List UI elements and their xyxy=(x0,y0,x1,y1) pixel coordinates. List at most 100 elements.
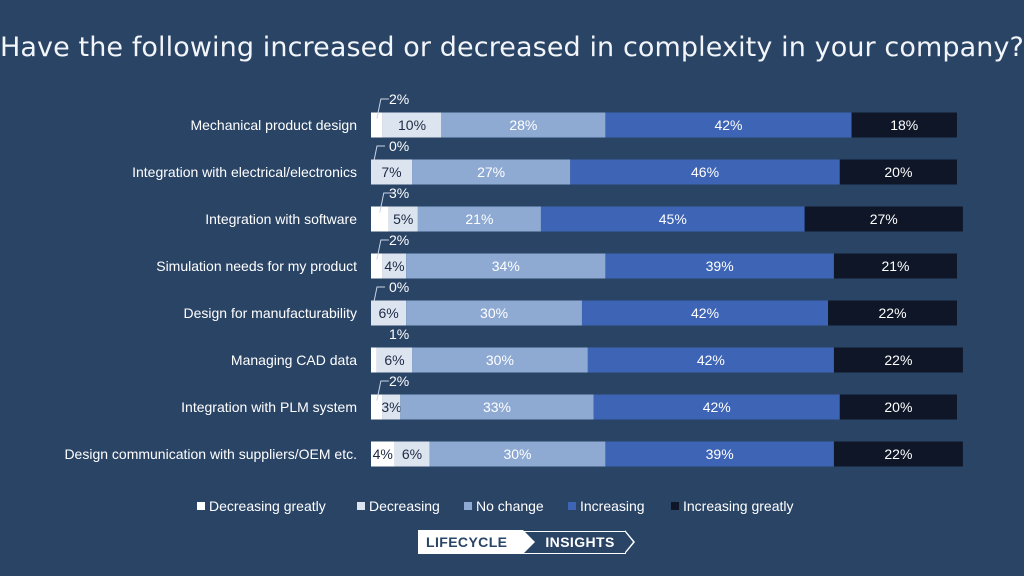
bar-segment-increasing-greatly xyxy=(833,347,963,373)
legend-label: Decreasing xyxy=(369,498,440,514)
bar-segment-increasing-greatly xyxy=(839,159,957,185)
data-label: 45% xyxy=(659,211,687,227)
bar-segment-increasing xyxy=(593,394,840,420)
bar-segment-increasing xyxy=(605,441,834,467)
data-label: 3% xyxy=(389,185,409,201)
bar-segment-increasing-greatly xyxy=(851,112,957,138)
data-label: 21% xyxy=(465,211,493,227)
data-label: 42% xyxy=(703,399,731,415)
legend-swatch xyxy=(197,502,205,510)
data-label: 22% xyxy=(884,352,912,368)
category-label: Design for manufacturability xyxy=(183,305,357,321)
legend-swatch xyxy=(671,502,679,510)
data-label: 42% xyxy=(691,305,719,321)
category-label: Design communication with suppliers/OEM … xyxy=(64,446,357,462)
bar-segment-decreasing-greatly xyxy=(371,347,377,373)
legend-label: Increasing xyxy=(580,498,645,514)
bar-segment-decreasing-greatly xyxy=(371,253,383,279)
bar-segment-decreasing-greatly xyxy=(371,441,395,467)
bar-segment-decreasing xyxy=(382,394,401,420)
bar-segment-no-change xyxy=(412,159,571,185)
data-label: 30% xyxy=(486,352,514,368)
data-label: 30% xyxy=(480,305,508,321)
category-label: Mechanical product design xyxy=(190,117,357,133)
bar-segment-decreasing-greatly xyxy=(371,394,383,420)
data-label: 30% xyxy=(503,446,531,462)
data-label: 4% xyxy=(384,258,404,274)
bar-segment-increasing-greatly xyxy=(833,441,963,467)
bar-segment-increasing-greatly xyxy=(839,394,957,420)
data-label: 20% xyxy=(884,399,912,415)
bar-segment-increasing xyxy=(605,112,852,138)
lifecycle-insights-logo: LIFECYCLE INSIGHTS xyxy=(418,530,636,554)
bar-segment-decreasing-greatly xyxy=(371,206,389,232)
category-label: Simulation needs for my product xyxy=(156,258,357,274)
legend-swatch xyxy=(357,502,365,510)
legend-label: No change xyxy=(476,498,544,514)
data-label: 27% xyxy=(477,164,505,180)
category-label: Integration with software xyxy=(205,211,357,227)
bar-segment-no-change xyxy=(441,112,606,138)
data-label: 10% xyxy=(398,117,426,133)
logo-word-lifecycle: LIFECYCLE xyxy=(418,530,536,554)
legend-label: Decreasing greatly xyxy=(209,498,326,514)
bar-segment-decreasing xyxy=(376,347,413,373)
bar-segment-increasing-greatly xyxy=(828,300,957,326)
bar-segment-increasing xyxy=(581,300,829,326)
legend-label: Increasing greatly xyxy=(683,498,794,514)
data-label: 33% xyxy=(483,399,511,415)
data-label: 2% xyxy=(389,91,409,107)
bar-segment-no-change xyxy=(429,441,606,467)
callout-line xyxy=(372,286,385,307)
data-label: 42% xyxy=(697,352,725,368)
data-label: 2% xyxy=(389,232,409,248)
data-label: 6% xyxy=(378,305,398,321)
data-label: 0% xyxy=(389,138,409,154)
bar-segment-increasing xyxy=(540,206,805,232)
data-label: 22% xyxy=(884,446,912,462)
data-label: 6% xyxy=(402,446,422,462)
bar-segment-decreasing xyxy=(382,253,407,279)
bar-segment-increasing xyxy=(570,159,840,185)
data-label: 18% xyxy=(890,117,918,133)
data-label: 22% xyxy=(879,305,907,321)
bar-segment-increasing xyxy=(587,347,834,373)
data-label: 28% xyxy=(509,117,537,133)
bar-segment-increasing xyxy=(605,253,834,279)
data-label: 21% xyxy=(881,258,909,274)
category-label: Managing CAD data xyxy=(231,352,357,368)
data-label: 5% xyxy=(393,211,413,227)
legend-swatch xyxy=(464,502,472,510)
bar-segment-no-change xyxy=(400,394,594,420)
data-label: 27% xyxy=(870,211,898,227)
callout-line xyxy=(379,192,392,213)
category-label: Integration with PLM system xyxy=(181,399,357,415)
data-label: 1% xyxy=(389,326,409,342)
bar-segment-increasing-greatly xyxy=(804,206,963,232)
legend-swatch xyxy=(568,502,576,510)
data-label: 0% xyxy=(389,279,409,295)
bar-segment-decreasing-greatly xyxy=(371,112,383,138)
bar-segment-decreasing xyxy=(388,206,418,232)
data-label: 3% xyxy=(381,399,401,415)
bar-segment-decreasing xyxy=(371,159,413,185)
data-label: 42% xyxy=(714,117,742,133)
category-label: Integration with electrical/electronics xyxy=(132,164,357,180)
callout-line xyxy=(372,145,385,166)
bar-segment-decreasing xyxy=(371,300,407,326)
callout-line xyxy=(376,98,389,119)
bar-segment-increasing-greatly xyxy=(833,253,957,279)
data-label: 20% xyxy=(884,164,912,180)
data-label: 34% xyxy=(492,258,520,274)
bar-segment-decreasing xyxy=(382,112,442,138)
data-label: 46% xyxy=(691,164,719,180)
data-label: 6% xyxy=(384,352,404,368)
bar-segment-no-change xyxy=(406,253,606,279)
logo-word-insights: INSIGHTS xyxy=(523,530,636,554)
callout-line xyxy=(376,239,389,260)
bar-segment-no-change xyxy=(417,206,541,232)
data-label: 39% xyxy=(706,446,734,462)
data-label: 39% xyxy=(706,258,734,274)
